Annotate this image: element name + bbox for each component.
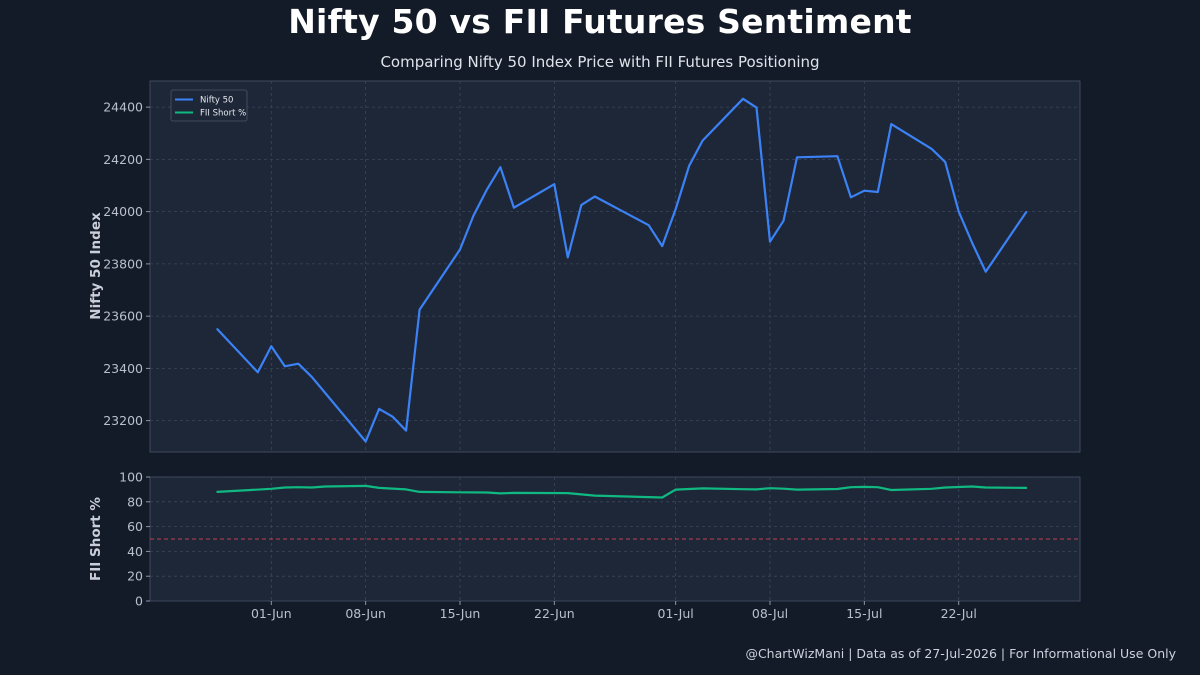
legend-label-fii: FII Short % (200, 109, 246, 119)
nifty-y-tick-label: 23600 (103, 309, 143, 324)
nifty-y-tick-label: 24400 (103, 100, 143, 115)
nifty-y-ticks: 23200 23400 23600 23800 24000 24200 24400 (103, 100, 150, 428)
fii-y-tick-label: 60 (127, 519, 143, 534)
fii-short-line (216, 484, 1028, 499)
chart-legend: Nifty 50 FII Short % (170, 89, 248, 122)
fii-y-ticks: 0 20 40 60 80 100 (119, 470, 150, 609)
x-tick-label: 01-Jul (658, 606, 694, 621)
fii-series (216, 484, 1028, 499)
fii-y-tick-label: 80 (127, 494, 143, 509)
footer-credits: @ChartWizMani | Data as of 27-Jul-2026 |… (745, 646, 1176, 661)
fii-y-tick-label: 0 (135, 594, 143, 609)
nifty-y-tick-label: 24200 (103, 152, 143, 167)
chart-subtitle: Comparing Nifty 50 Index Price with FII … (380, 53, 820, 71)
x-tick-label: 15-Jun (440, 606, 481, 621)
nifty-50-line (216, 97, 1028, 443)
fii-y-tick-label: 40 (127, 544, 143, 559)
x-axis-ticks: 01-Jun 08-Jun 15-Jun 22-Jun 01-Jul 08-Jul 15-J… (251, 601, 977, 621)
x-tick-label: 01-Jun (251, 606, 292, 621)
nifty-panel (149, 80, 1081, 453)
x-tick-label: 08-Jul (752, 606, 788, 621)
nifty-y-tick-label: 23400 (103, 361, 143, 376)
fii-y-axis-label: FII Short % (88, 497, 104, 581)
nifty-series (216, 97, 1028, 443)
nifty-y-tick-label: 24000 (103, 204, 143, 219)
nifty-grid (150, 81, 1080, 452)
x-tick-label: 22-Jul (941, 606, 977, 621)
x-tick-label: 08-Jun (345, 606, 386, 621)
fii-y-tick-label: 100 (119, 470, 143, 485)
chart-title: Nifty 50 vs FII Futures Sentiment (288, 2, 912, 41)
nifty-y-tick-label: 23800 (103, 256, 143, 271)
nifty-y-tick-label: 23200 (103, 413, 143, 428)
legend-label-nifty: Nifty 50 (200, 96, 233, 106)
nifty-y-axis-label: Nifty 50 Index (88, 212, 104, 320)
x-tick-label: 15-Jul (846, 606, 882, 621)
x-tick-label: 22-Jun (534, 606, 575, 621)
fii-y-tick-label: 20 (127, 569, 143, 584)
